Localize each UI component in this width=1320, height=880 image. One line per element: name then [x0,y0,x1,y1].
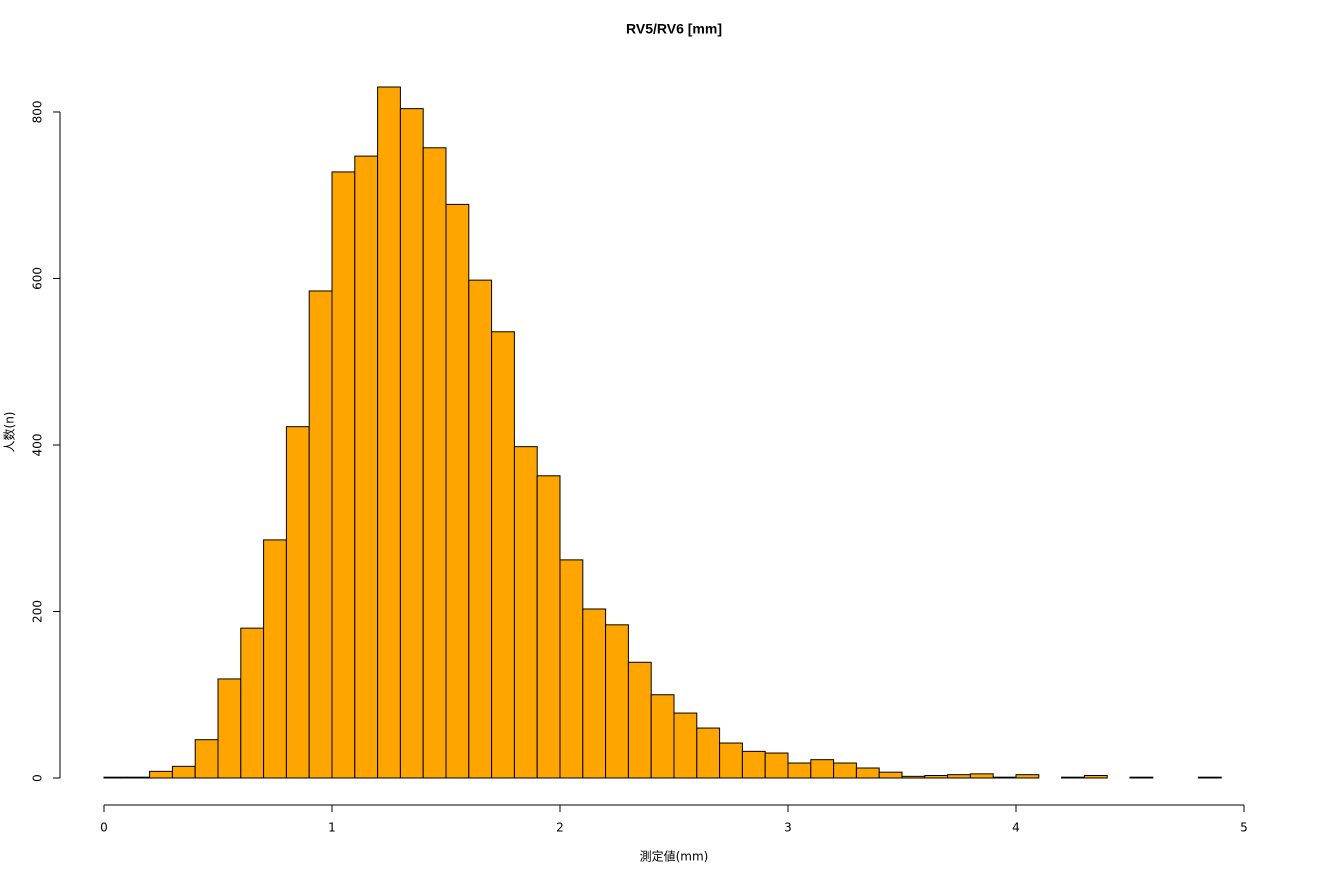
bar [969,773,994,779]
x-tick-label: 3 [784,821,792,835]
bar [331,171,356,779]
bar [1197,776,1222,779]
x-tick-label: 1 [328,821,336,835]
bar [810,759,835,779]
bar [627,661,652,779]
y-tick-label: 0 [31,774,45,782]
y-tick-label: 800 [31,101,45,124]
bar [605,624,629,779]
bar [1061,776,1085,779]
bar [354,155,379,779]
bar [240,627,265,779]
bar [1083,775,1108,779]
chart-title: RV5/RV6 [mm] [626,21,722,37]
bar [491,331,515,779]
bar [582,608,607,779]
bar [126,776,151,779]
bar [787,762,812,779]
bar [263,539,287,779]
y-axis-label: 人数(n) [2,412,17,453]
bar [171,765,196,779]
bar [559,559,584,779]
bar [468,279,493,779]
y-tick-label: 400 [31,434,45,457]
bar [878,771,903,779]
bar [536,475,561,779]
y-tick-label: 200 [31,600,45,623]
bar [103,776,128,779]
x-tick-label: 0 [100,821,108,835]
bar [285,426,310,779]
x-axis-label: 測定値(mm) [640,849,709,864]
bar [650,694,675,779]
bar [194,739,219,779]
bar [741,750,766,779]
bar [399,108,424,779]
y-tick-label: 600 [31,267,45,290]
bar [1129,776,1154,779]
bar [673,712,698,779]
bar [855,767,880,779]
bar [217,678,242,779]
bar [696,727,721,779]
bar [992,776,1017,779]
bar [308,290,333,779]
bar [377,86,401,779]
bar [149,770,173,779]
bar [719,742,743,779]
bar [901,775,926,779]
bar [445,203,470,779]
x-tick-label: 2 [556,821,564,835]
bar [1015,774,1040,779]
bar [833,762,857,779]
x-tick-label: 4 [1012,821,1020,835]
bar [924,775,949,779]
bar [764,752,789,779]
bar [422,147,447,779]
x-tick-label: 5 [1240,821,1248,835]
bar [513,446,538,779]
bar [947,774,971,779]
